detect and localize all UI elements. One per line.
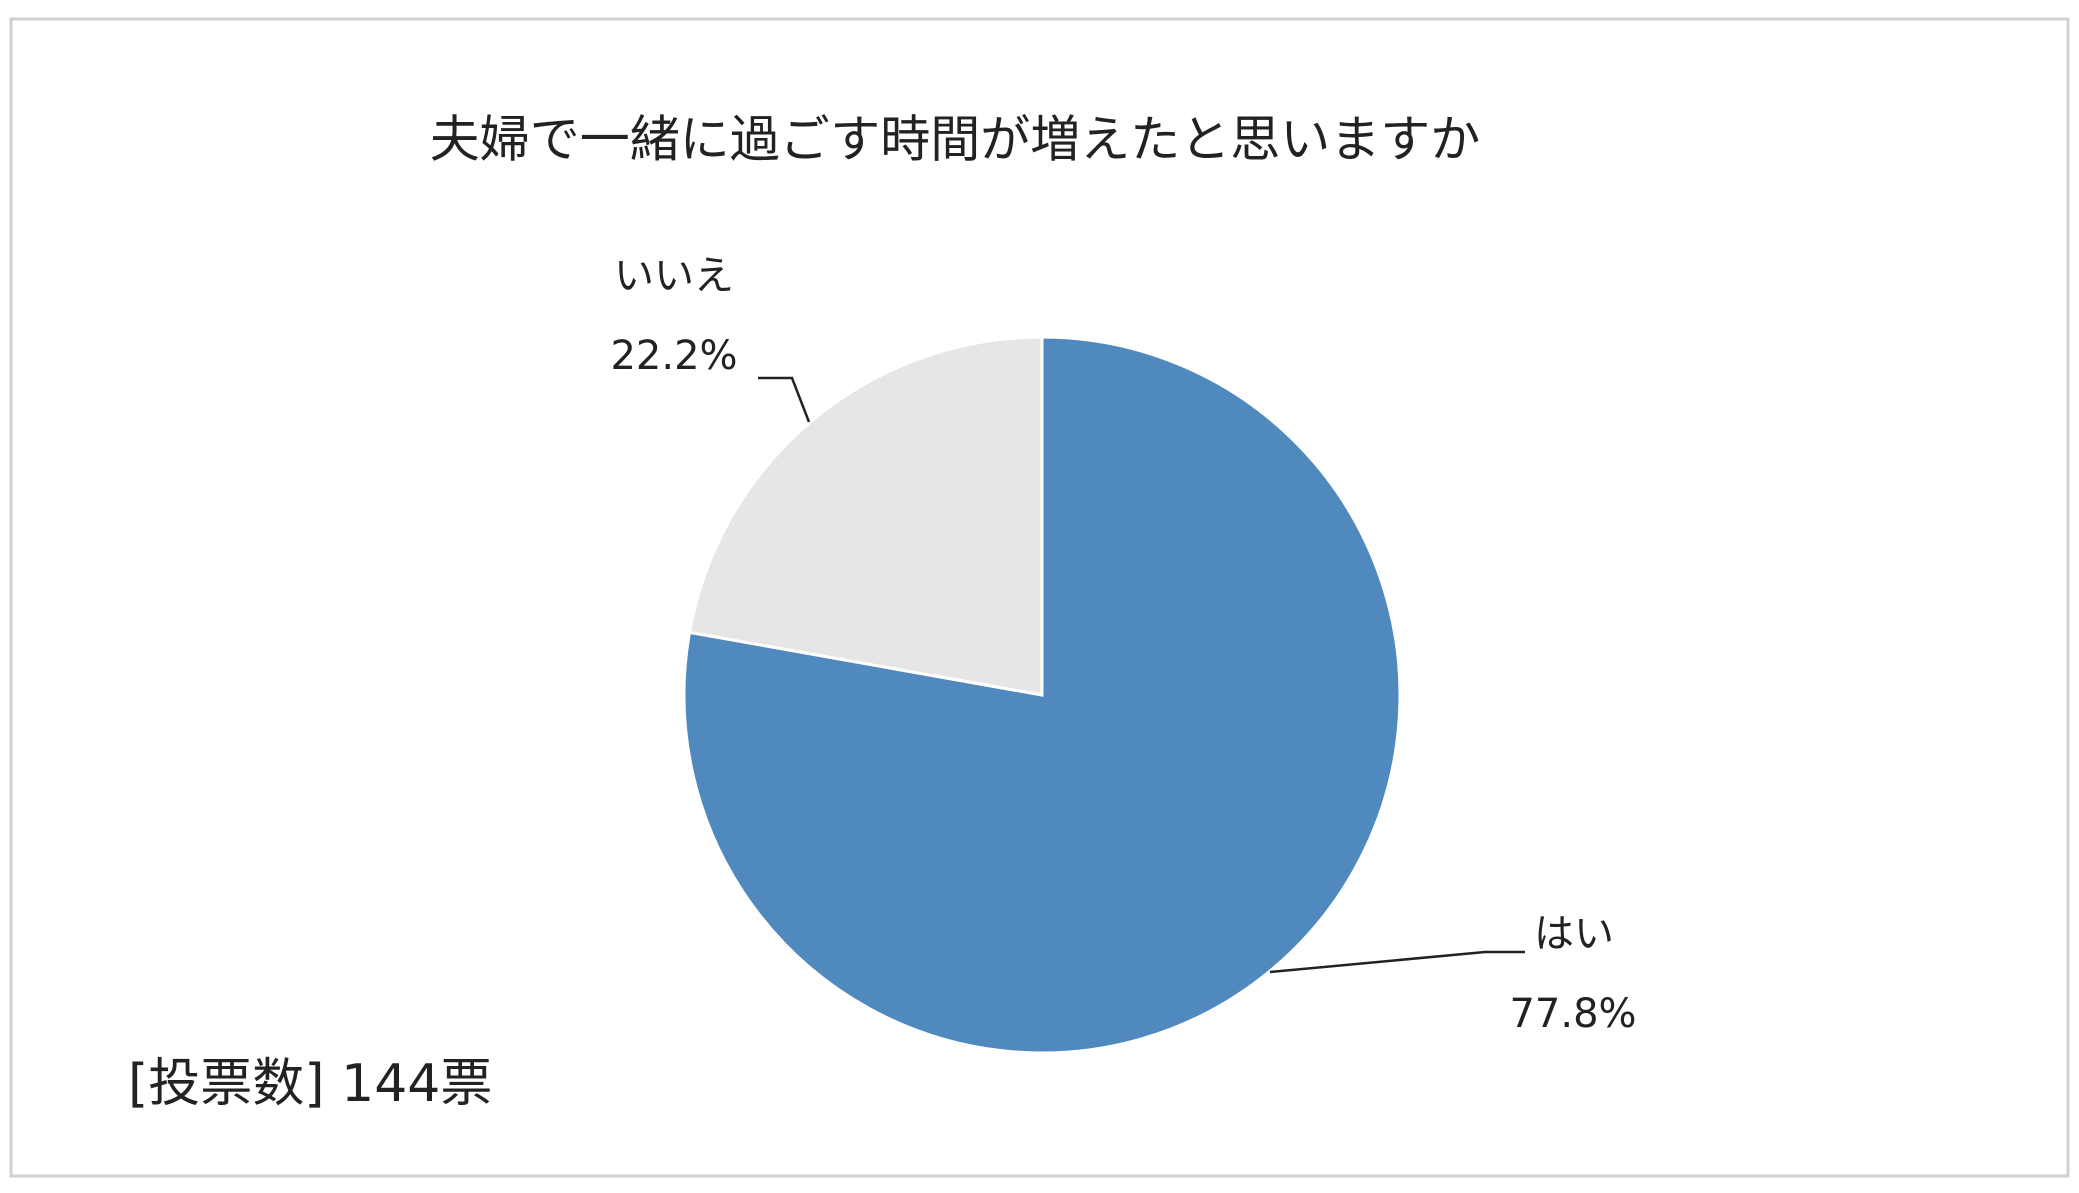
pie-slice	[682, 335, 1402, 1055]
chart-title: 夫婦で一緒に過ごす時間が増えたと思いますか	[430, 111, 1481, 169]
pie-slice	[687, 335, 1044, 697]
slice-label: いいえ	[614, 253, 734, 299]
slice-label: はい	[1534, 911, 1614, 957]
slice-value-label: 77.8%	[1509, 991, 1636, 1037]
slice-value-label: 22.2%	[610, 333, 737, 379]
leader-line	[758, 376, 811, 423]
leader-line	[1269, 950, 1525, 974]
vote-count-note: [投票数] 144票	[128, 1054, 492, 1114]
